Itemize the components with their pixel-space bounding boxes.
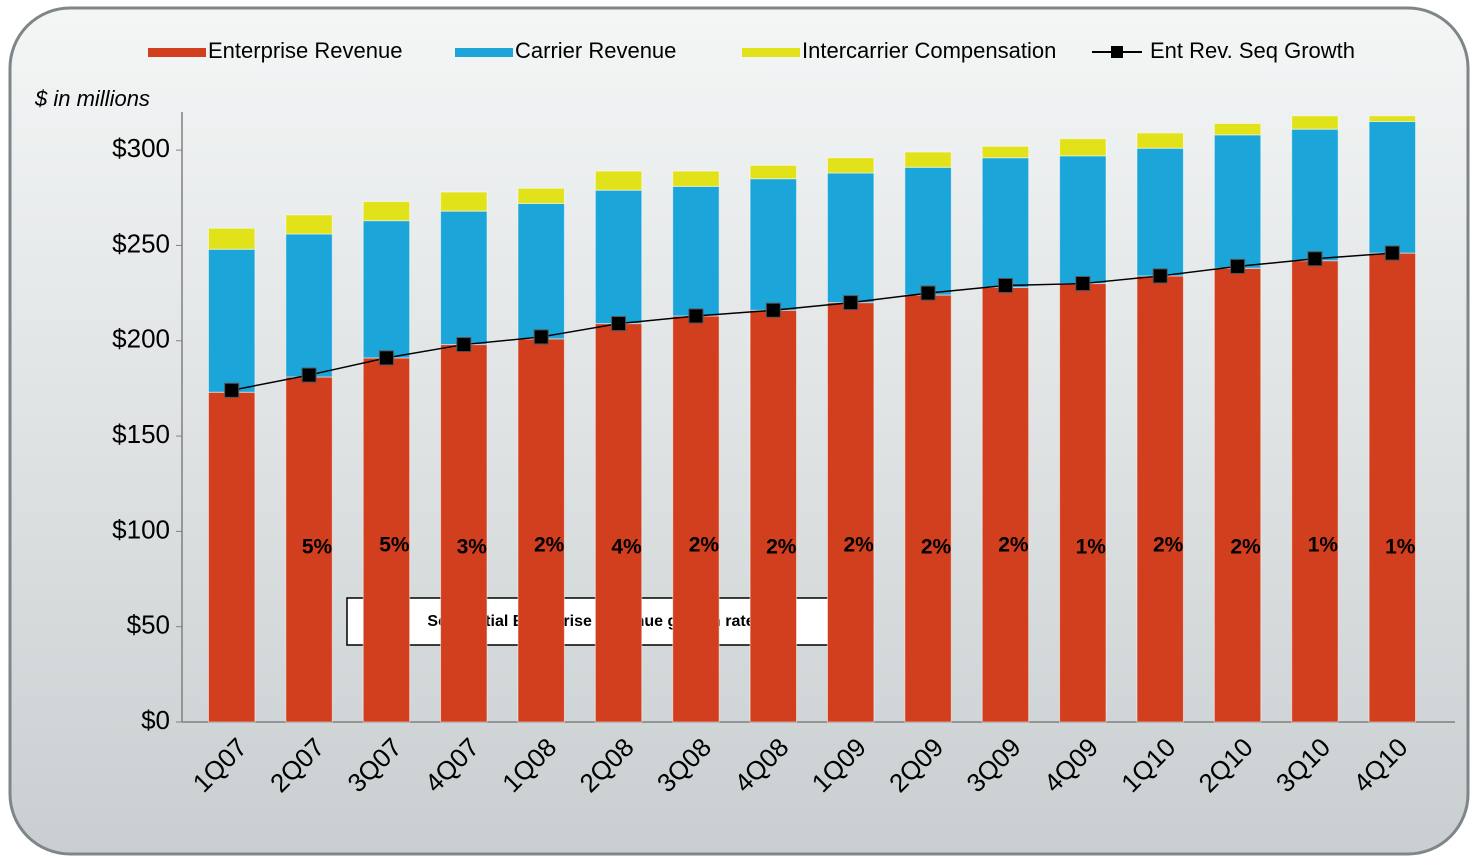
y-axis-label: $ in millions <box>34 86 150 111</box>
growth-label: 5% <box>379 534 410 557</box>
bar-segment <box>672 170 720 187</box>
bar-segment <box>904 151 952 168</box>
bar-segment <box>1059 138 1107 157</box>
bar-segment <box>749 309 798 723</box>
bar-segment <box>594 170 643 191</box>
y-tick-label: $50 <box>127 610 170 640</box>
line-marker <box>843 295 859 311</box>
y-tick-label: $150 <box>112 419 170 449</box>
bar-segment <box>1213 267 1262 723</box>
bar-segment <box>1136 132 1184 149</box>
legend-swatch <box>148 48 206 57</box>
bar-segment <box>517 338 565 723</box>
growth-label: 2% <box>689 534 720 557</box>
y-tick-label: $250 <box>112 228 170 258</box>
bar-segment <box>1368 252 1417 723</box>
growth-label: 5% <box>302 536 333 559</box>
growth-label: 2% <box>921 536 952 559</box>
bar-segment <box>440 210 488 346</box>
bar-segment <box>826 302 875 723</box>
bar-segment <box>672 315 720 723</box>
legend-swatch <box>742 48 800 57</box>
line-marker <box>611 316 627 332</box>
bar-segment <box>672 185 720 317</box>
y-tick-label: $200 <box>112 324 170 354</box>
bar-segment <box>440 191 488 212</box>
growth-label: 1% <box>1076 536 1107 559</box>
bar-segment <box>1213 122 1262 136</box>
bar-segment <box>362 201 411 222</box>
line-marker <box>997 277 1013 293</box>
bar-segment <box>981 145 1030 159</box>
bar-segment <box>826 172 875 304</box>
line-marker <box>1152 268 1168 284</box>
line-marker <box>1384 245 1400 261</box>
bar-segment <box>1291 260 1339 723</box>
line-marker <box>224 382 240 398</box>
growth-label: 1% <box>1308 534 1339 557</box>
bar-segment <box>362 220 411 359</box>
bar-segment <box>594 323 643 723</box>
legend-marker <box>1111 46 1123 58</box>
growth-label: 2% <box>1230 536 1261 559</box>
line-marker <box>456 337 472 353</box>
bar-segment <box>207 227 256 250</box>
growth-label: 2% <box>998 534 1029 557</box>
growth-label: 2% <box>1153 534 1184 557</box>
bar-segment <box>1291 115 1339 130</box>
bar-segment <box>981 157 1030 288</box>
bar-segment <box>594 189 643 325</box>
bar-segment <box>517 203 565 340</box>
growth-label: 1% <box>1385 536 1416 559</box>
growth-label: 3% <box>457 536 488 559</box>
line-marker <box>765 302 781 318</box>
line-marker <box>688 308 704 324</box>
legend-label: Ent Rev. Seq Growth <box>1150 38 1355 63</box>
legend-label: Enterprise Revenue <box>208 38 402 63</box>
growth-label: 2% <box>534 534 565 557</box>
bar-segment <box>440 344 488 723</box>
line-marker <box>1307 251 1323 267</box>
bar-segment <box>1136 275 1184 723</box>
legend-label: Carrier Revenue <box>515 38 676 63</box>
growth-label: 2% <box>844 534 875 557</box>
bar-segment <box>285 214 333 235</box>
growth-label: 4% <box>611 536 642 559</box>
bar-segment <box>904 294 952 723</box>
bar-segment <box>1213 134 1262 269</box>
line-marker <box>378 350 394 366</box>
line-marker <box>1075 276 1091 292</box>
bar-segment <box>1136 147 1184 277</box>
y-tick-label: $0 <box>141 705 170 735</box>
bar-segment <box>1368 115 1417 123</box>
line-marker <box>301 367 317 383</box>
line <box>231 252 1393 392</box>
line-marker <box>1230 258 1246 274</box>
bar-segment <box>285 233 333 378</box>
bar-segment <box>826 157 875 174</box>
bar-segment <box>904 166 952 296</box>
bar-segment <box>981 286 1030 723</box>
bar-segment <box>1368 121 1417 254</box>
bar-segment <box>207 248 256 393</box>
growth-label: 2% <box>766 536 797 559</box>
legend-label: Intercarrier Compensation <box>802 38 1056 63</box>
y-tick-label: $300 <box>112 133 170 163</box>
legend-swatch <box>455 48 513 57</box>
bar-segment <box>749 164 798 180</box>
bar-segment <box>207 391 256 723</box>
line-marker <box>533 329 549 345</box>
bar-segment <box>517 187 565 204</box>
line-marker <box>920 285 936 301</box>
y-tick-label: $100 <box>112 514 170 544</box>
bar-segment <box>1291 128 1339 262</box>
bar-segment <box>749 178 798 311</box>
bar-segment <box>1059 155 1107 285</box>
bar-segment <box>1059 283 1107 723</box>
